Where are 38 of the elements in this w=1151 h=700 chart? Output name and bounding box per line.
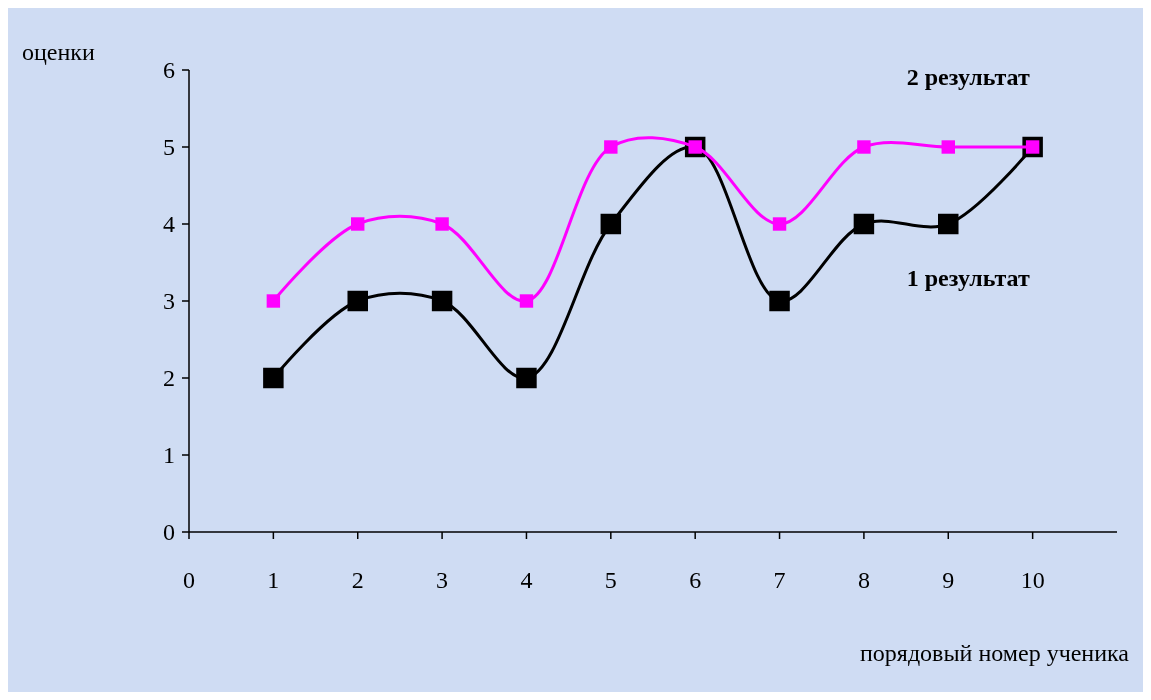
point xyxy=(769,290,790,312)
point xyxy=(604,140,618,154)
point xyxy=(857,140,871,154)
x-tick-label: 1 xyxy=(267,567,280,593)
x-tick-label: 5 xyxy=(604,567,617,593)
series-label: 1 результат xyxy=(906,265,1030,291)
x-tick-label: 9 xyxy=(942,567,955,593)
point xyxy=(938,213,959,235)
x-tick-label: 8 xyxy=(857,567,870,593)
y-tick-label: 1 xyxy=(163,442,175,469)
point xyxy=(435,217,449,231)
point xyxy=(772,217,787,231)
point xyxy=(347,290,368,312)
x-tick-label: 10 xyxy=(1020,567,1045,593)
x-tick-label: 7 xyxy=(773,567,786,593)
y-tick-label: 6 xyxy=(163,57,175,84)
point xyxy=(941,140,955,154)
point xyxy=(600,213,622,235)
x-tick-label: 2 xyxy=(351,567,364,593)
y-tick-label: 2 xyxy=(163,365,175,392)
y-tick-label: 3 xyxy=(163,288,175,315)
text: 2 результат xyxy=(906,64,1030,90)
y-tick-label: 5 xyxy=(163,134,175,161)
point xyxy=(519,294,534,308)
point xyxy=(351,217,365,231)
point xyxy=(431,290,453,312)
x-tick-label: 4 xyxy=(520,567,533,593)
y-axis-title: оценки xyxy=(22,39,95,65)
point xyxy=(516,367,537,389)
y-tick-label: 0 xyxy=(163,519,175,546)
y-tick-label: 4 xyxy=(163,211,175,238)
x-tick-label: 3 xyxy=(436,567,449,593)
x-tick-label: 0 xyxy=(183,567,195,593)
x-tick-label: 6 xyxy=(689,567,702,593)
point xyxy=(263,367,284,389)
point xyxy=(266,294,281,308)
x-axis-title: порядовый номер ученика xyxy=(860,640,1130,666)
point xyxy=(853,213,875,235)
